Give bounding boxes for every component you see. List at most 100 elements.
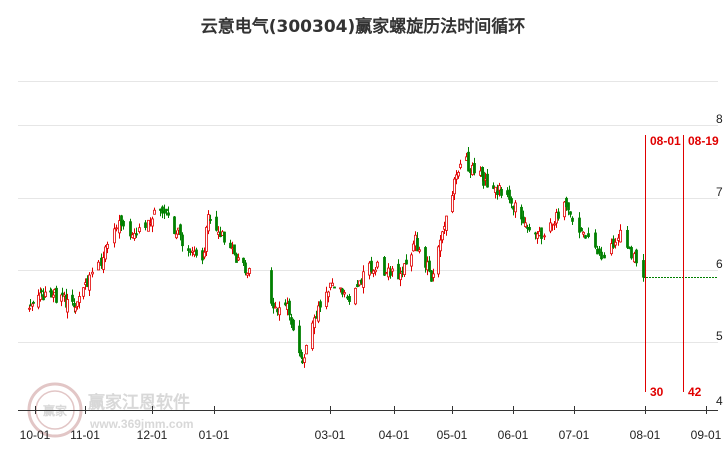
candle-body — [91, 271, 94, 275]
candle-body — [31, 303, 34, 307]
candle — [370, 256, 373, 274]
candle-body — [37, 294, 40, 308]
candle-body — [457, 172, 460, 177]
candle-body — [524, 222, 527, 227]
y-tick-label: 8 — [716, 112, 723, 126]
candle — [341, 287, 344, 298]
candle-body — [138, 227, 141, 232]
candle — [50, 288, 53, 298]
candle — [60, 294, 63, 307]
candle-body — [325, 291, 328, 307]
candle-body — [569, 211, 572, 215]
x-tick-label: 04-01 — [379, 428, 410, 442]
candle — [549, 218, 552, 234]
candle-body — [32, 301, 35, 304]
x-tick-label: 07-01 — [559, 428, 590, 442]
candle — [203, 247, 206, 260]
candle — [118, 214, 121, 239]
candle — [348, 293, 351, 305]
candle-body — [403, 263, 406, 275]
candle — [292, 318, 295, 332]
y-tick-layer: 8 7 6 5 4 — [716, 112, 723, 408]
candle — [416, 232, 419, 252]
candle — [209, 214, 212, 224]
candle-body — [635, 249, 638, 264]
candle — [42, 288, 45, 301]
candle — [179, 223, 182, 241]
candle — [102, 251, 105, 274]
candle — [113, 223, 116, 248]
candle — [451, 190, 454, 214]
candle-body — [614, 241, 617, 246]
candle-body — [418, 249, 421, 252]
candle-body — [272, 302, 275, 309]
candle-body — [327, 291, 330, 298]
candle-body — [549, 222, 552, 232]
candle-body — [428, 260, 431, 272]
candle — [397, 259, 400, 280]
candle-body — [486, 173, 489, 188]
candle — [610, 238, 613, 256]
candle — [61, 287, 64, 298]
candle-body — [540, 227, 543, 239]
candle — [74, 305, 77, 314]
candle-body — [600, 251, 603, 260]
candle — [403, 263, 406, 278]
candle — [362, 265, 365, 294]
candle — [520, 204, 523, 226]
candle — [120, 214, 123, 232]
candle-body — [439, 239, 442, 252]
candle-body — [76, 301, 79, 307]
candle — [187, 245, 190, 257]
candle-body — [432, 273, 435, 278]
candle — [44, 286, 47, 298]
candle-body — [514, 202, 517, 213]
candle — [205, 225, 208, 256]
candle-body — [73, 302, 76, 308]
candle-body — [391, 268, 394, 272]
candle-body — [630, 247, 633, 259]
candle-body — [642, 260, 645, 278]
candle-body — [582, 231, 585, 235]
candle — [635, 248, 638, 267]
candle-body — [195, 249, 198, 256]
candle-body — [144, 222, 147, 228]
candle — [106, 241, 109, 254]
candle — [78, 291, 81, 309]
candle-body — [536, 233, 539, 239]
candle-body — [61, 292, 64, 295]
candle-body — [305, 345, 308, 355]
candle-body — [60, 294, 63, 302]
candle — [437, 245, 440, 278]
candle-body — [374, 269, 377, 273]
candle-body — [181, 234, 184, 247]
candle-body — [28, 307, 31, 310]
candle — [175, 230, 178, 240]
candle-body — [424, 247, 427, 268]
candle-layer — [28, 147, 645, 368]
candle-body — [147, 219, 150, 232]
candle — [410, 252, 413, 272]
candle — [223, 231, 226, 245]
chart-title: 云意电气(300304)赢家螺旋历法时间循环 — [200, 17, 526, 37]
candle — [343, 289, 346, 298]
candle-body — [410, 254, 413, 267]
candle-body — [179, 224, 182, 236]
candle-body — [341, 288, 344, 295]
candle — [31, 302, 34, 312]
candle — [161, 205, 164, 219]
candle-body — [288, 300, 291, 316]
candle — [439, 235, 442, 258]
candle-body — [120, 215, 123, 226]
candle — [327, 290, 330, 303]
candle — [594, 229, 597, 250]
candle — [536, 231, 539, 244]
candle-body — [237, 257, 240, 261]
candle-body — [88, 274, 91, 291]
candle — [104, 245, 107, 263]
candle-body — [451, 195, 454, 213]
candle — [88, 272, 91, 297]
candle-body — [598, 248, 601, 253]
candle-body — [311, 322, 314, 350]
candle-body — [603, 254, 606, 259]
